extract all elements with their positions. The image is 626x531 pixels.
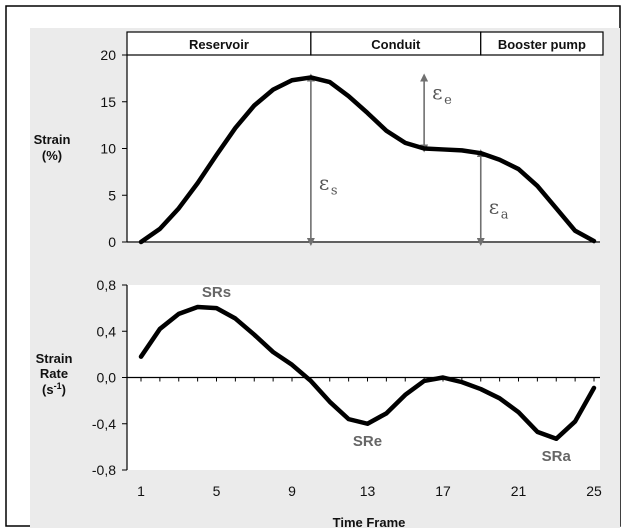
strain-rate-axes (126, 285, 600, 470)
epsilon-symbol-s: ε (319, 171, 329, 195)
y-label-line: (%) (42, 148, 62, 163)
strain-rate-y-axis: 0,8 0,4 0,0 -0,4 -0,8 (92, 277, 127, 478)
x-tick-label: 1 (137, 483, 145, 499)
y-label-line: Strain (36, 351, 73, 366)
phase-label: Reservoir (189, 37, 249, 52)
y-label-line: Rate (40, 366, 68, 381)
x-tick-label: 21 (511, 483, 527, 499)
y-tick-label: -0,4 (92, 416, 116, 432)
y-label-unit: (s-1) (42, 381, 66, 397)
time-frame-axis: 1 5 9 13 17 21 25 (137, 483, 602, 499)
x-tick-label: 13 (360, 483, 376, 499)
phase-label: Booster pump (498, 37, 586, 52)
strain-chart: Reservoir Conduit Booster pump 0 5 10 15 20 St… (34, 31, 604, 250)
strain-axes (126, 55, 600, 243)
strain-y-axis-label: Strain(%) (34, 132, 71, 163)
x-tick-label: 9 (288, 483, 296, 499)
phase-label: Conduit (371, 37, 421, 52)
y-tick-label: 0 (108, 234, 116, 250)
strain-rate-curve (138, 304, 597, 442)
y-tick-label: 0,8 (97, 277, 117, 293)
y-tick-label: 20 (100, 47, 116, 63)
phase-cell (480, 31, 604, 56)
epsilon-symbol-e: ε (432, 80, 442, 104)
epsilon-subscript-s: s (331, 184, 338, 199)
epsilon-symbol-a: ε (489, 195, 499, 219)
x-tick-label: 25 (586, 483, 602, 499)
epsilon-subscript-e: e (444, 93, 452, 108)
strain-curve (138, 75, 597, 245)
y-label-line: Strain (34, 132, 71, 147)
y-tick-label: 0,4 (97, 323, 117, 339)
strain-rate-peak-label: SRs (202, 284, 231, 301)
x-axis-label: Time Frame (333, 515, 406, 530)
x-tick-label: 5 (213, 483, 221, 499)
strain-plot-area (127, 55, 600, 243)
strain-annotations: ε sε eε a (306, 73, 509, 246)
phase-bar: Reservoir Conduit Booster pump (126, 31, 604, 56)
x-tick-label: 17 (435, 483, 451, 499)
y-tick-label: 0,0 (97, 370, 117, 386)
y-tick-label: 15 (100, 94, 116, 110)
y-tick-label: -0,8 (92, 462, 116, 478)
strain-rate-labels: SRs SRe SRa (202, 284, 572, 465)
strain-rate-peak-label: SRa (542, 448, 572, 465)
y-tick-label: 10 (100, 141, 116, 157)
strain-rate-series (138, 304, 597, 442)
strain-rate-peak-label: SRe (353, 433, 382, 450)
strain-series (138, 75, 597, 245)
strain-y-axis: 0 5 10 15 20 (100, 47, 127, 250)
y-tick-label: 5 (108, 187, 116, 203)
epsilon-subscript-a: a (501, 208, 509, 223)
